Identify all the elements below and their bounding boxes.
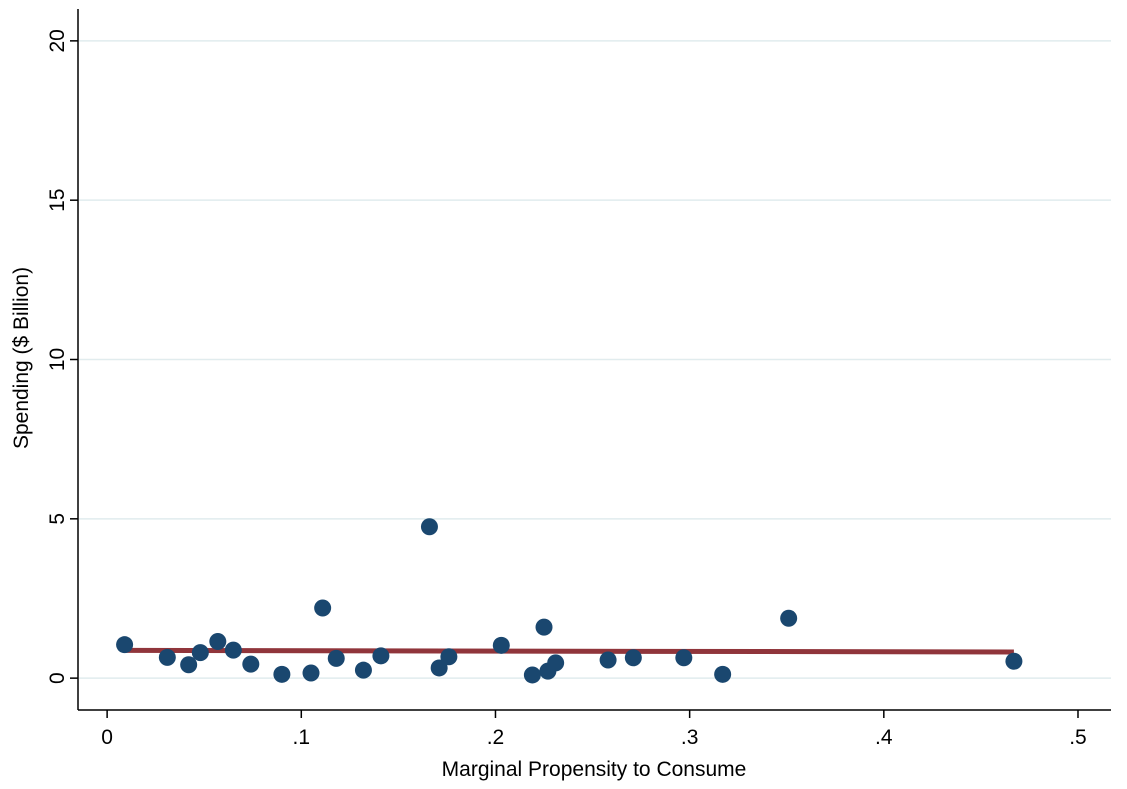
x-tick-label: .3 [681, 726, 699, 749]
data-point [714, 665, 732, 683]
data-point [314, 599, 332, 617]
data-point [372, 647, 390, 665]
data-point [547, 654, 565, 672]
data-point [273, 665, 291, 683]
x-axis-title: Marginal Propensity to Consume [442, 758, 747, 781]
y-tick-label: 10 [46, 348, 69, 371]
data-point [209, 632, 227, 650]
data-point [523, 666, 541, 684]
data-point [675, 649, 693, 667]
y-axis-ticks: 0 5 10 15 20 [46, 29, 78, 684]
y-tick-label: 20 [46, 29, 69, 52]
y-tick-label: 0 [46, 672, 69, 684]
data-point [1005, 652, 1023, 670]
y-tick-label: 15 [46, 189, 69, 212]
data-point [180, 656, 198, 674]
x-tick-label: .4 [875, 726, 893, 749]
data-point [535, 618, 553, 636]
data-point [420, 518, 438, 536]
scatter-points [116, 518, 1023, 684]
data-point [191, 644, 209, 662]
data-point [302, 664, 320, 682]
fit-line [124, 647, 1014, 655]
x-tick-label: .1 [293, 726, 311, 749]
data-point [492, 636, 510, 654]
data-point [599, 651, 617, 669]
data-point [430, 659, 448, 677]
y-axis-title: Spending ($ Billion) [10, 267, 33, 449]
data-point [354, 661, 372, 679]
gridlines [79, 40, 1111, 679]
x-tick-label: .5 [1069, 726, 1087, 749]
data-point [158, 648, 176, 666]
x-axis-ticks: 0 .1 .2 .3 .4 .5 [101, 710, 1087, 749]
data-point [116, 636, 134, 654]
data-point [440, 648, 458, 666]
data-point [624, 649, 642, 667]
x-tick-label: .2 [487, 726, 505, 749]
fit-line-group [124, 647, 1014, 655]
x-tick-label: 0 [101, 726, 113, 749]
data-point [224, 641, 242, 659]
data-point [780, 609, 798, 627]
y-tick-label: 5 [46, 513, 69, 525]
data-point [242, 655, 260, 673]
data-point [327, 649, 345, 667]
